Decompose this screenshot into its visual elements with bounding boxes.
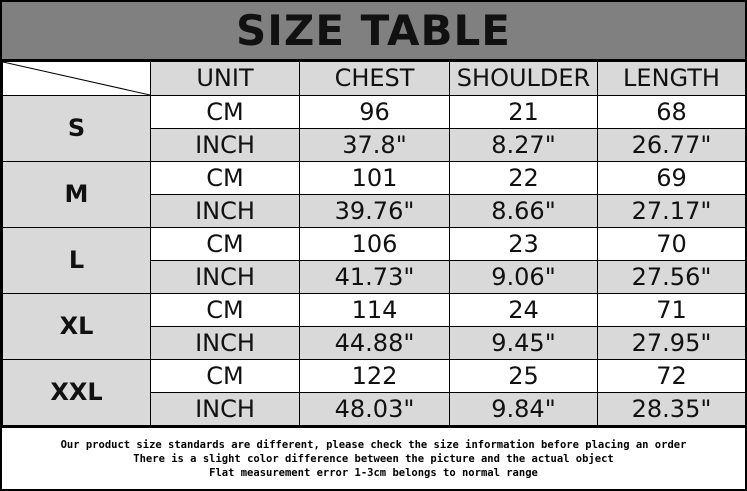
cell-shoulder: 25 bbox=[449, 359, 598, 393]
cell-chest: 41.73" bbox=[299, 260, 450, 294]
size-label: M bbox=[2, 161, 151, 228]
size-table: UNIT CHEST SHOULDER LENGTH S CM 96 21 68 INCH… bbox=[2, 61, 746, 426]
cell-length: 71 bbox=[597, 293, 746, 327]
cell-chest: 44.88" bbox=[299, 326, 450, 360]
cell-unit: INCH bbox=[150, 128, 300, 162]
cell-length: 27.56" bbox=[597, 260, 746, 294]
cell-unit: CM bbox=[150, 227, 300, 261]
cell-length: 72 bbox=[597, 359, 746, 393]
size-label: L bbox=[2, 227, 151, 294]
table-row-inch: INCH 48.03" 9.84" 28.35" bbox=[3, 392, 746, 426]
note-line: Our product size standards are different… bbox=[60, 438, 687, 451]
cell-length: 27.17" bbox=[597, 194, 746, 228]
size-label: XXL bbox=[2, 359, 151, 426]
cell-shoulder: 24 bbox=[449, 293, 598, 327]
cell-length: 70 bbox=[597, 227, 746, 261]
table-row-inch: INCH 41.73" 9.06" 27.56" bbox=[3, 260, 746, 294]
footer-notes: Our product size standards are different… bbox=[2, 426, 745, 489]
cell-unit: CM bbox=[150, 293, 300, 327]
header-shoulder: SHOULDER bbox=[449, 61, 598, 96]
cell-shoulder: 8.66" bbox=[449, 194, 598, 228]
table-row-cm: XXL CM 122 25 72 bbox=[2, 359, 746, 426]
cell-shoulder: 9.06" bbox=[449, 260, 598, 294]
cell-unit: INCH bbox=[150, 260, 300, 294]
cell-shoulder: 23 bbox=[449, 227, 598, 261]
cell-chest: 114 bbox=[299, 293, 450, 327]
table-row-inch: INCH 39.76" 8.66" 27.17" bbox=[3, 194, 746, 228]
cell-chest: 122 bbox=[299, 359, 450, 393]
table-row-cm: M CM 101 22 69 bbox=[2, 161, 746, 228]
cell-length: 68 bbox=[597, 95, 746, 129]
note-line: There is a slight color difference betwe… bbox=[133, 452, 614, 465]
cell-length: 69 bbox=[597, 161, 746, 195]
size-label: S bbox=[2, 95, 151, 162]
table-row-cm: L CM 106 23 70 bbox=[2, 227, 746, 294]
cell-unit: INCH bbox=[150, 194, 300, 228]
header-row: UNIT CHEST SHOULDER LENGTH bbox=[2, 61, 746, 96]
cell-shoulder: 8.27" bbox=[449, 128, 598, 162]
cell-chest: 106 bbox=[299, 227, 450, 261]
table-row-cm: S CM 96 21 68 bbox=[2, 95, 746, 162]
cell-shoulder: 21 bbox=[449, 95, 598, 129]
diagonal-corner-cell bbox=[2, 61, 151, 96]
header-length: LENGTH bbox=[597, 61, 746, 96]
size-label: XL bbox=[2, 293, 151, 360]
cell-shoulder: 9.84" bbox=[449, 392, 598, 426]
cell-unit: CM bbox=[150, 161, 300, 195]
cell-shoulder: 9.45" bbox=[449, 326, 598, 360]
cell-unit: INCH bbox=[150, 392, 300, 426]
cell-unit: CM bbox=[150, 359, 300, 393]
cell-shoulder: 22 bbox=[449, 161, 598, 195]
note-line: Flat measurement error 1-3cm belongs to … bbox=[209, 466, 538, 479]
cell-chest: 48.03" bbox=[299, 392, 450, 426]
cell-chest: 37.8" bbox=[299, 128, 450, 162]
chart-title: SIZE TABLE bbox=[2, 2, 745, 61]
cell-length: 26.77" bbox=[597, 128, 746, 162]
table-row-cm: XL CM 114 24 71 bbox=[2, 293, 746, 360]
cell-length: 27.95" bbox=[597, 326, 746, 360]
table-row-inch: INCH 37.8" 8.27" 26.77" bbox=[3, 128, 746, 162]
cell-unit: CM bbox=[150, 95, 300, 129]
cell-length: 28.35" bbox=[597, 392, 746, 426]
header-chest: CHEST bbox=[299, 61, 450, 96]
cell-chest: 39.76" bbox=[299, 194, 450, 228]
cell-chest: 101 bbox=[299, 161, 450, 195]
header-unit: UNIT bbox=[150, 61, 300, 96]
cell-unit: INCH bbox=[150, 326, 300, 360]
cell-chest: 96 bbox=[299, 95, 450, 129]
